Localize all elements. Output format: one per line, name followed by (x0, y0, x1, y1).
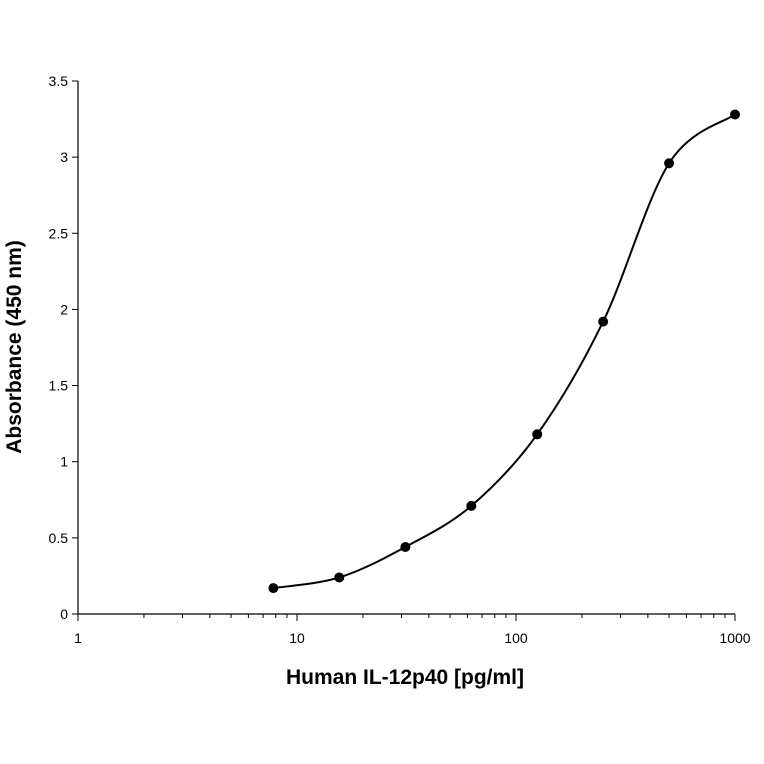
data-point (598, 316, 609, 327)
y-tick-label: 2.5 (49, 225, 69, 241)
data-point (268, 583, 279, 594)
fitted-curve (273, 113, 736, 590)
y-tick-label: 1.5 (49, 378, 69, 394)
data-point (400, 541, 411, 552)
data-point (532, 429, 543, 440)
data-point (466, 500, 477, 511)
y-ticks: 0 0.5 1 1.5 2 2.5 3 3.5 (49, 73, 78, 622)
data-points (268, 109, 740, 594)
x-ticks: 1 10 100 1000 (74, 614, 751, 646)
y-axis: 0 0.5 1 1.5 2 2.5 3 3.5 (49, 73, 79, 622)
y-tick-label: 3 (60, 149, 68, 165)
y-tick-label: 0 (60, 606, 68, 622)
x-tick-label: 100 (504, 630, 528, 646)
data-point (664, 158, 675, 169)
x-axis-title: Human IL-12p40 [pg/ml] (286, 666, 524, 689)
y-tick-label: 1 (60, 454, 68, 470)
x-axis: 1 10 100 1000 (74, 613, 751, 646)
y-tick-label: 3.5 (49, 73, 69, 89)
data-point (730, 109, 740, 120)
x-tick-label: 1 (74, 630, 82, 646)
data-point (334, 572, 345, 583)
y-tick-label: 2 (60, 301, 68, 317)
x-tick-label: 1000 (719, 630, 750, 646)
y-axis-title: Absorbance (450 nm) (3, 240, 26, 454)
y-tick-label: 0.5 (49, 530, 69, 546)
x-tick-label: 10 (289, 630, 305, 646)
